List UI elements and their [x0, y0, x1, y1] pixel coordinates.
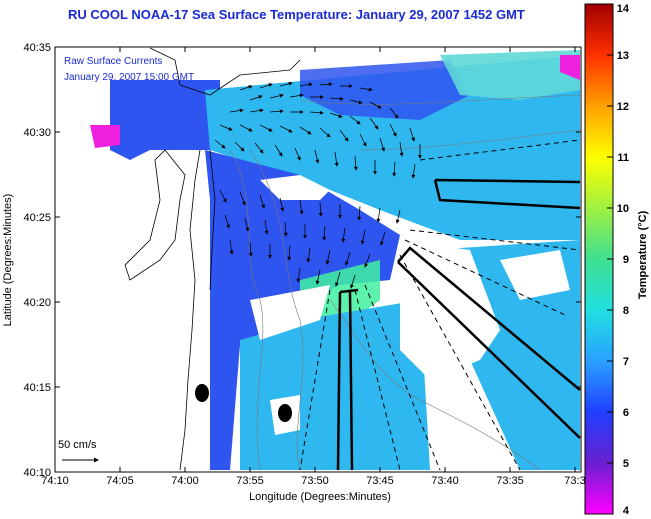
- x-tick-label: 73:55: [236, 475, 264, 487]
- overlay-line-2: January 29, 2007 15:00 GMT: [64, 72, 194, 83]
- radar-site-marker: [278, 404, 292, 422]
- colorbar-tick-label: 7: [623, 356, 629, 368]
- radar-sector-lines: [299, 139, 581, 471]
- y-tick-label: 40:10: [23, 467, 51, 479]
- y-tick-label: 40:15: [23, 382, 51, 394]
- colorbar-tick-label: 10: [617, 203, 629, 215]
- plot-frame: [54, 46, 582, 473]
- x-tick-label: 73:50: [301, 475, 329, 487]
- x-tick-label: 73:3: [564, 475, 585, 487]
- colorbar-label: Temperature (°C): [637, 210, 649, 299]
- x-tick-label: 73:40: [431, 475, 459, 487]
- x-axis-label: Longitude (Degrees:Minutes): [249, 491, 391, 503]
- x-tick-label: 74:05: [106, 475, 134, 487]
- colorbar-tick-label: 8: [623, 305, 629, 317]
- y-tick-label: 40:20: [23, 297, 51, 309]
- colorbar-tick-label: 13: [617, 50, 629, 62]
- colorbar-tick-label: 12: [617, 101, 629, 113]
- colorbar-tick-label: 9: [623, 254, 629, 266]
- colorbar-tick-label: 11: [617, 152, 629, 164]
- y-axis: 40:35 40:30 40:25 40:20 40:15 40:10: [23, 42, 581, 479]
- y-tick-label: 40:30: [23, 127, 51, 139]
- colorbar-ticks: 4 5 6 7 8 9 10 11 12 13 14: [607, 3, 630, 517]
- x-tick-label: 74:10: [41, 475, 69, 487]
- scale-label: 50 cm/s: [58, 439, 97, 451]
- map-title: RU COOL NOAA-17 Sea Surface Temperature:…: [68, 7, 525, 22]
- overlay-line-1: Raw Surface Currents: [64, 56, 162, 67]
- radar-site-marker: [195, 384, 209, 402]
- x-axis: 74:10 74:05 74:00 73:55 73:50 73:45 73:40 73:35…: [41, 47, 586, 487]
- y-axis-label: Latitude (Degrees:Minutes): [2, 194, 14, 327]
- y-tick-label: 40:25: [23, 212, 51, 224]
- colorbar-tick-label: 5: [623, 458, 629, 470]
- current-vectors: [214, 81, 422, 289]
- colorbar-tick-label: 6: [623, 407, 629, 419]
- y-tick-label: 40:35: [23, 42, 51, 54]
- coastline: [124, 47, 301, 471]
- x-tick-label: 74:00: [171, 475, 199, 487]
- x-tick-label: 73:35: [496, 475, 524, 487]
- x-tick-label: 73:45: [366, 475, 394, 487]
- colorbar-tick-label: 4: [623, 505, 630, 517]
- colorbar-tick-label: 14: [617, 3, 630, 15]
- sst-field: [90, 50, 580, 470]
